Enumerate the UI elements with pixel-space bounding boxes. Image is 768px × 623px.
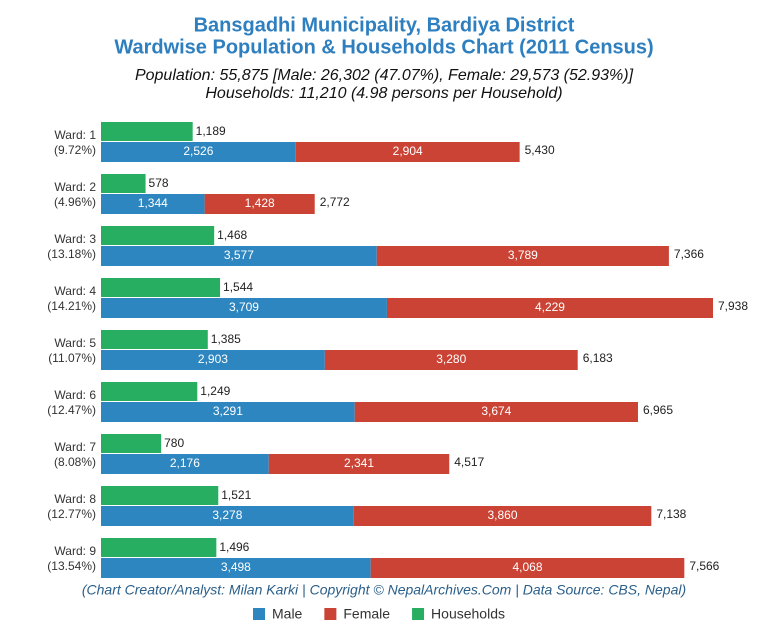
population-bar (204, 194, 315, 214)
category-share: (9.72%) (54, 143, 96, 157)
households-bar (101, 382, 198, 401)
category-share: (14.21%) (47, 299, 96, 313)
chart-subtitle: Population: 55,875 [Male: 26,302 (47.07%… (135, 67, 634, 84)
total-label: 5,430 (525, 143, 555, 157)
value-label: 1,189 (196, 124, 226, 138)
category-label: Ward: 3 (54, 232, 96, 246)
households-bar (101, 538, 217, 557)
category-share: (13.54%) (47, 559, 96, 573)
value-label: 1,249 (200, 384, 230, 398)
total-label: 6,965 (643, 403, 673, 417)
population-bar (101, 350, 325, 370)
legend-label: Male (272, 606, 303, 622)
households-bar (101, 434, 162, 453)
population-bar (370, 558, 685, 578)
value-label: 578 (149, 176, 169, 190)
legend-label: Households (431, 606, 505, 622)
value-label: 1,385 (211, 332, 241, 346)
value-label: 1,468 (217, 228, 247, 242)
legend-swatch (324, 608, 337, 620)
category-share: (12.47%) (47, 403, 96, 417)
category-label: Ward: 4 (54, 284, 96, 298)
value-label: 2,526 (183, 144, 213, 158)
value-label: 4,229 (535, 300, 565, 314)
chart-title: Bansgadhi Municipality, Bardiya District (194, 14, 575, 36)
value-label: 1,496 (219, 540, 249, 554)
population-bar (324, 350, 578, 370)
population-bar (268, 454, 450, 474)
category-label: Ward: 9 (54, 544, 96, 558)
households-bar (101, 330, 208, 349)
category-label: Ward: 1 (54, 128, 96, 142)
category-share: (4.96%) (54, 195, 96, 209)
legend-label: Female (343, 606, 390, 622)
value-label: 3,577 (224, 248, 254, 262)
category-share: (8.08%) (54, 455, 96, 469)
total-label: 7,566 (689, 559, 719, 573)
population-bar (101, 246, 377, 266)
value-label: 3,860 (488, 508, 518, 522)
value-label: 3,789 (508, 248, 538, 262)
population-bar (101, 402, 355, 422)
total-label: 7,938 (718, 299, 748, 313)
population-bar (376, 246, 669, 266)
category-share: (11.07%) (48, 351, 96, 365)
value-label: 1,521 (221, 488, 251, 502)
value-label: 2,904 (393, 144, 423, 158)
total-label: 6,183 (583, 351, 613, 365)
value-label: 1,428 (245, 196, 275, 210)
households-bar (101, 278, 221, 297)
households-bar (101, 226, 215, 245)
households-bar (101, 486, 219, 505)
category-label: Ward: 7 (54, 440, 96, 454)
value-label: 3,278 (212, 508, 242, 522)
category-share: (13.18%) (47, 247, 96, 261)
value-label: 1,344 (138, 196, 168, 210)
category-label: Ward: 8 (54, 492, 96, 506)
population-bar (101, 506, 354, 526)
population-bar (354, 402, 638, 422)
population-bar (386, 298, 713, 318)
value-label: 780 (164, 436, 184, 450)
chart-title: Wardwise Population & Households Chart (… (114, 36, 653, 58)
population-bar (101, 558, 371, 578)
value-label: 3,280 (436, 352, 466, 366)
total-label: 7,138 (656, 507, 686, 521)
value-label: 2,903 (198, 352, 228, 366)
value-label: 4,068 (512, 560, 542, 574)
value-label: 3,291 (213, 404, 243, 418)
population-bar (353, 506, 652, 526)
source-note: (Chart Creator/Analyst: Milan Karki | Co… (82, 582, 686, 598)
population-bar (101, 454, 269, 474)
value-label: 3,674 (481, 404, 511, 418)
legend-swatch (253, 608, 265, 620)
value-label: 3,709 (229, 300, 259, 314)
households-bar (101, 174, 146, 193)
total-label: 2,772 (320, 195, 350, 209)
value-label: 1,544 (223, 280, 253, 294)
category-label: Ward: 5 (54, 336, 96, 350)
value-label: 3,498 (221, 560, 251, 574)
value-label: 2,176 (170, 456, 200, 470)
legend-swatch (412, 608, 425, 620)
population-bar (101, 298, 387, 318)
total-label: 7,366 (674, 247, 704, 261)
households-bar (101, 122, 193, 141)
category-share: (12.77%) (47, 507, 96, 521)
population-bar (295, 142, 520, 162)
chart-subtitle: Households: 11,210 (4.98 persons per Hou… (205, 85, 562, 102)
population-bar (101, 194, 205, 214)
total-label: 4,517 (454, 455, 484, 469)
category-label: Ward: 6 (54, 388, 96, 402)
value-label: 2,341 (344, 456, 374, 470)
category-label: Ward: 2 (54, 180, 96, 194)
population-bar (101, 142, 296, 162)
